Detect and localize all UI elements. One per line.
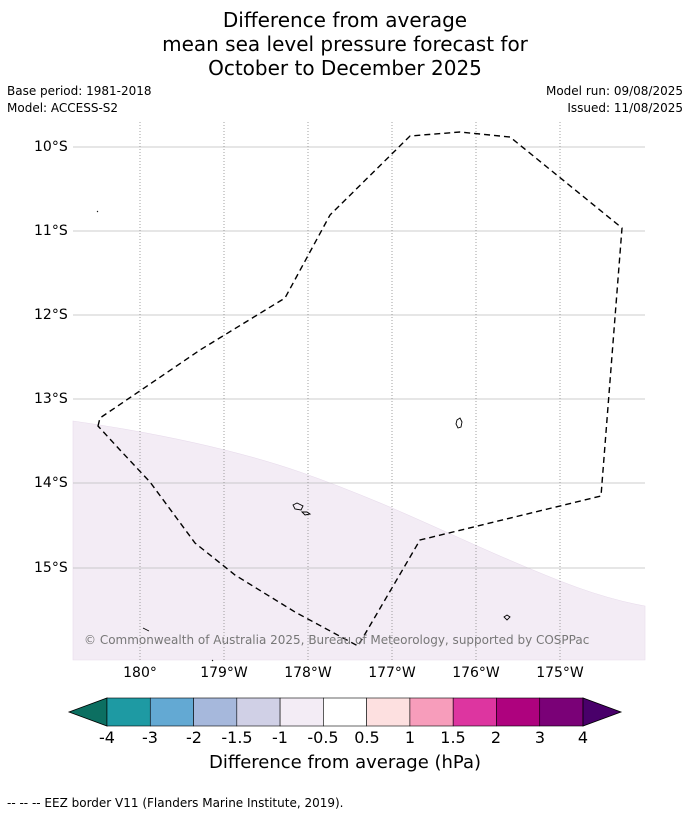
base-period: Base period: 1981-2018 xyxy=(7,84,152,98)
colorbar-segment xyxy=(366,697,411,727)
colorbar-segment xyxy=(409,697,454,727)
colorbar-label: Difference from average (hPa) xyxy=(208,752,482,773)
colorbar-tick-label: -1 xyxy=(272,728,288,747)
colorbar-tick-label: -3 xyxy=(142,728,158,747)
colorbar-segment xyxy=(496,697,541,727)
lat-label-14s: 14°S xyxy=(34,475,68,491)
colorbar-tick-label: 1.5 xyxy=(440,728,466,747)
colorbar-extend-low xyxy=(67,697,108,727)
island-central-b xyxy=(300,511,312,516)
meta-right: Model run: 09/08/2025 Issued: 11/08/2025 xyxy=(546,83,683,117)
colorbar-tick-label: 4 xyxy=(577,728,589,747)
meta-left: Base period: 1981-2018 Model: ACCESS-S2 xyxy=(7,83,152,117)
colorbar-segment xyxy=(279,697,324,727)
lon-label-178w: 178°W xyxy=(284,665,332,681)
colorbar-extend-high xyxy=(582,697,623,727)
anomaly-shaded-region xyxy=(72,420,646,661)
colorbar-segment xyxy=(106,697,151,727)
model-run: Model run: 09/08/2025 xyxy=(545,84,683,98)
lat-label-12s: 12°S xyxy=(34,307,68,323)
issued-date: Issued: 11/08/2025 xyxy=(567,101,683,115)
colorbar-tick-label: -0.5 xyxy=(307,728,339,747)
title-line-2: mean sea level pressure forecast for xyxy=(162,32,528,56)
lon-label-176w: 176°W xyxy=(452,665,500,681)
colorbar-tick-label: 0.5 xyxy=(354,728,380,747)
copyright-notice: © Commonwealth of Australia 2025, Bureau… xyxy=(84,633,590,647)
lat-label-13s: 13°S xyxy=(34,391,68,407)
title-line-1: Difference from average xyxy=(222,8,468,32)
lat-label-10s: 10°S xyxy=(34,139,68,155)
lon-label-177w: 177°W xyxy=(368,665,416,681)
eez-footnote: -- -- -- EEZ border V11 (Flanders Marine… xyxy=(7,796,344,810)
island-north-west xyxy=(96,210,99,213)
colorbar-segment xyxy=(452,697,497,727)
islands xyxy=(96,210,511,662)
island-south-mid xyxy=(211,659,214,662)
lon-label-179w: 179°W xyxy=(200,665,248,681)
colorbar-tick-label: -2 xyxy=(186,728,202,747)
lat-label-11s: 11°S xyxy=(34,223,68,239)
colorbar-tick-label: 1 xyxy=(404,728,416,747)
colorbar-segment xyxy=(236,697,281,727)
eez-border xyxy=(97,131,623,647)
latitude-gridlines xyxy=(73,146,645,569)
colorbar-segment xyxy=(539,697,584,727)
colorbar-tick-label: -1.5 xyxy=(221,728,253,747)
island-south-west xyxy=(142,627,150,632)
lat-label-15s: 15°S xyxy=(34,560,68,576)
colorbar-segment xyxy=(149,697,194,727)
colorbar-tick-label: 3 xyxy=(534,728,546,747)
island-east xyxy=(455,417,463,429)
island-south-east xyxy=(503,614,511,621)
colorbar xyxy=(67,697,623,727)
colorbar-segment xyxy=(323,697,367,727)
colorbar-tick-label: -4 xyxy=(99,728,115,747)
lon-label-175w: 175°W xyxy=(536,665,584,681)
chart-title: Difference from average mean sea level p… xyxy=(0,8,690,80)
island-central-a xyxy=(292,502,304,511)
colorbar-tick-label: 2 xyxy=(490,728,502,747)
model-name: Model: ACCESS-S2 xyxy=(7,101,119,115)
colorbar-segment xyxy=(193,697,238,727)
lon-label-180: 180° xyxy=(123,665,157,681)
title-line-3: October to December 2025 xyxy=(208,56,482,80)
